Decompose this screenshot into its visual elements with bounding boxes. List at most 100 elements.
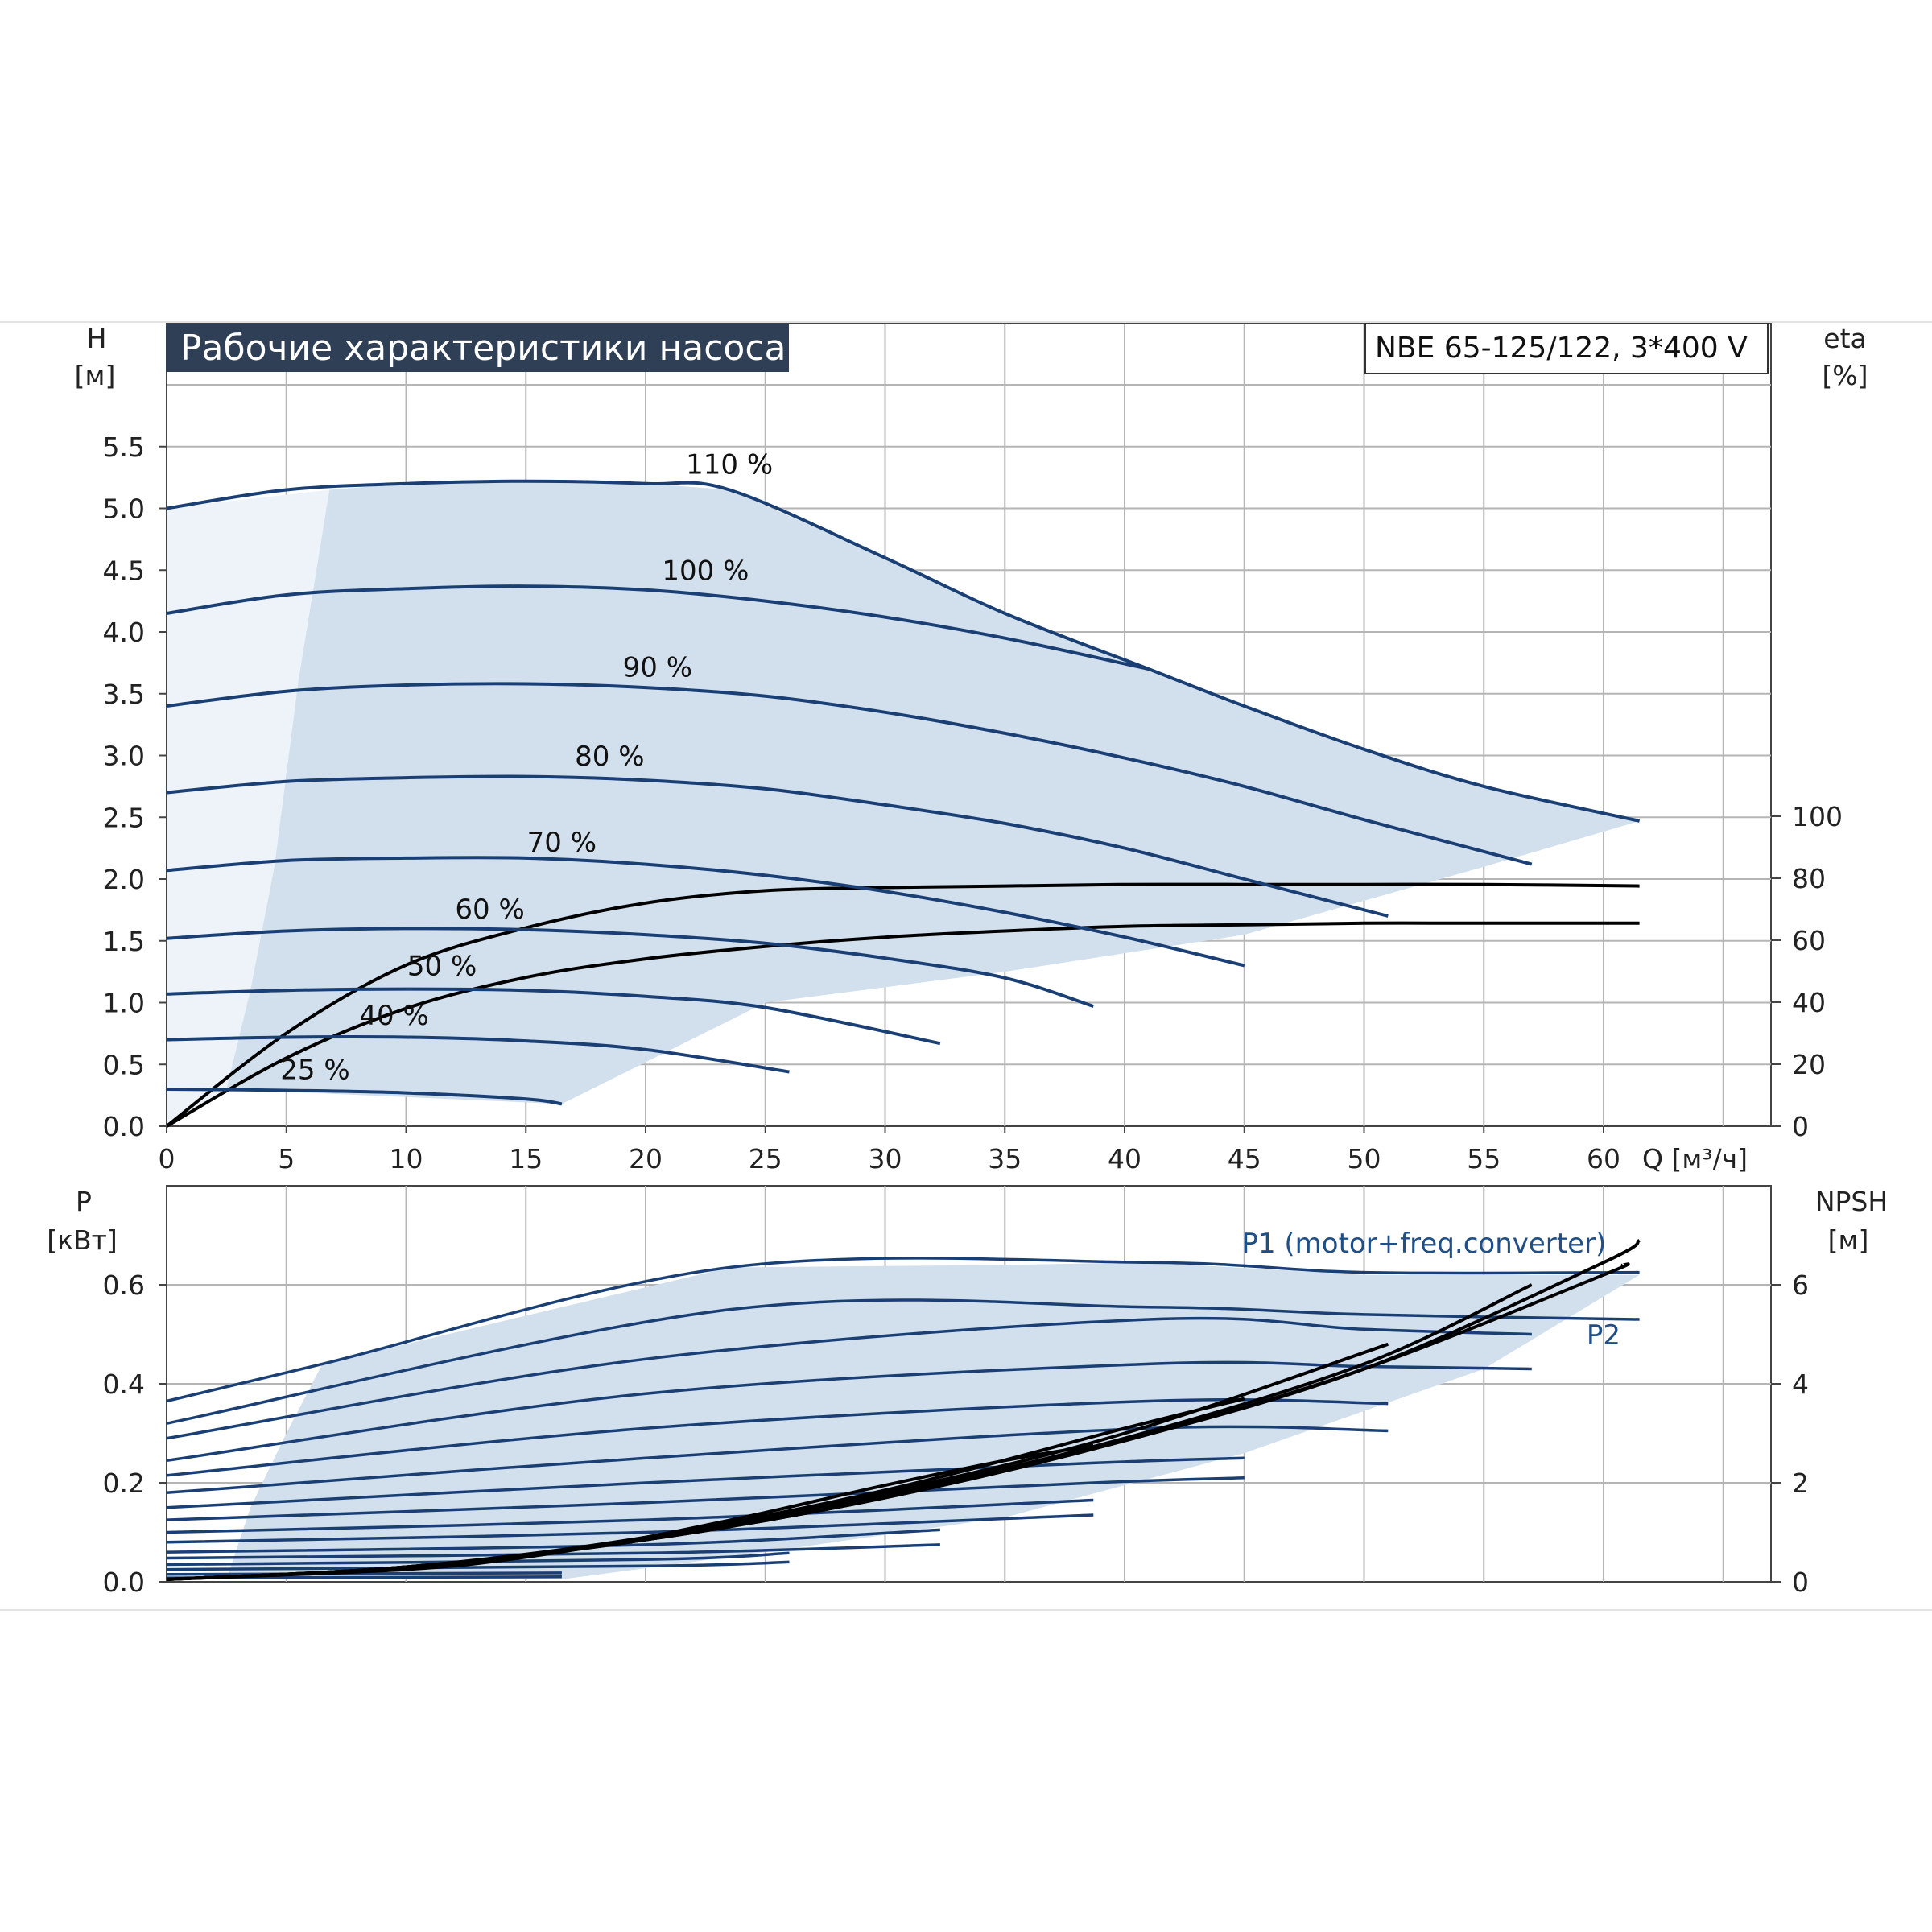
- q-tick-label: 25: [749, 1143, 782, 1174]
- npsh-curve: [166, 1239, 1641, 1581]
- q-tick-label: 20: [629, 1143, 663, 1174]
- h-tick-label: 0.0: [103, 1111, 145, 1142]
- speed-label-80: 80 %: [575, 741, 644, 773]
- q-tick-label: 35: [988, 1143, 1022, 1174]
- power-curve: [166, 1476, 1245, 1521]
- power-curve: [166, 1498, 1094, 1534]
- head-axis-ticks: 0 5 10 15 20 25 30 35 40 45 50 55 60 0.0 0.5 1.0 1.5 2.0 2…: [103, 431, 1843, 1174]
- eta-tick-label: 20: [1792, 1049, 1826, 1080]
- eta-tick-label: 60: [1792, 925, 1826, 956]
- npsh-tick-label: 4: [1792, 1368, 1809, 1400]
- p-tick-label: 0.4: [103, 1368, 145, 1400]
- efficiency-curve-eta_total: [165, 882, 1640, 1128]
- npsh-axis-title: NPSH: [1815, 1186, 1888, 1217]
- p2-label: P2: [1587, 1319, 1620, 1352]
- h-tick-label: 2.5: [103, 802, 145, 833]
- speed-label-100: 100 %: [662, 555, 749, 588]
- eta-tick-label: 0: [1792, 1111, 1809, 1142]
- power-curve: [166, 1257, 1640, 1403]
- h-axis-title: H: [87, 323, 107, 354]
- npsh-tick-label: 0: [1792, 1567, 1809, 1598]
- q-tick-label: 10: [390, 1143, 423, 1174]
- speed-label-50: 50 %: [407, 951, 477, 983]
- power-curve: [166, 1528, 940, 1554]
- eta-axis-unit: [%]: [1822, 360, 1868, 391]
- q-tick-label: 0: [159, 1143, 175, 1174]
- title-box: [166, 324, 789, 372]
- power-curve: [166, 1551, 790, 1567]
- q-tick-label: 40: [1108, 1143, 1141, 1174]
- power-curve: [166, 1425, 1389, 1495]
- p-tick-label: 0.6: [103, 1269, 145, 1301]
- eta-tick-label: 80: [1792, 863, 1826, 894]
- npsh-axis-unit: [м]: [1828, 1224, 1869, 1256]
- npsh-curves: [166, 1239, 1641, 1581]
- power-curve: [166, 1543, 940, 1560]
- h-tick-label: 4.0: [103, 617, 145, 648]
- p-tick-label: 0.2: [103, 1468, 145, 1499]
- h-tick-label: 2.0: [103, 864, 145, 895]
- q-axis-title: Q [м³/ч]: [1642, 1143, 1748, 1174]
- power-curve: [166, 1298, 1640, 1425]
- power-operating-area: [226, 1262, 1640, 1579]
- h-tick-label: 4.5: [103, 555, 145, 586]
- q-tick-label: 30: [869, 1143, 902, 1174]
- q-tick-label: 45: [1228, 1143, 1261, 1174]
- q-tick-label: 55: [1467, 1143, 1501, 1174]
- power-axis-ticks: 0.0 0.2 0.4 0.6 0 2 4 6: [103, 1269, 1809, 1598]
- head-curve-90-percent: [166, 682, 1533, 866]
- power-curve: [166, 1571, 562, 1576]
- head-low-flow-area: [167, 489, 330, 1126]
- speed-label-70: 70 %: [527, 827, 597, 859]
- speed-label-60: 60 %: [455, 894, 524, 926]
- h-tick-label: 3.0: [103, 741, 145, 772]
- chart-title: Рабочие характеристики насоса: [180, 328, 786, 369]
- h-tick-label: 5.5: [103, 431, 145, 463]
- head-curve-110-percent: [166, 479, 1641, 823]
- efficiency-curve-eta_pump: [166, 921, 1640, 1128]
- speed-label-25: 25 %: [280, 1055, 349, 1087]
- q-tick-label: 60: [1587, 1143, 1620, 1174]
- head-curve-80-percent: [166, 774, 1389, 918]
- model-label: NBE 65-125/122, 3*400 V: [1375, 332, 1748, 365]
- eta-axis-title: eta: [1823, 323, 1866, 354]
- head-curve-50-percent: [166, 987, 941, 1046]
- h-tick-label: 1.5: [103, 926, 145, 957]
- head-curve-40-percent: [166, 1035, 790, 1074]
- q-tick-label: 5: [278, 1143, 295, 1174]
- npsh-tick-label: 2: [1792, 1468, 1809, 1499]
- h-axis-unit: [м]: [75, 360, 116, 391]
- h-tick-label: 0.5: [103, 1049, 145, 1080]
- eta-tick-label: 40: [1792, 987, 1826, 1018]
- speed-label-110: 110 %: [686, 449, 773, 481]
- power-curve: [166, 1513, 1094, 1544]
- efficiency-curves: [165, 882, 1640, 1128]
- head-curve-60-percent: [166, 927, 1094, 1009]
- p-axis-title: P: [76, 1186, 92, 1217]
- p-tick-label: 0.0: [103, 1567, 145, 1598]
- speed-label-90: 90 %: [623, 651, 692, 683]
- head-operating-area: [167, 481, 1640, 1126]
- h-tick-label: 1.0: [103, 988, 145, 1019]
- npsh-tick-label: 6: [1792, 1269, 1809, 1301]
- power-curve: [166, 1316, 1532, 1440]
- eta-tick-label: 100: [1792, 801, 1843, 832]
- power-operating-envelope: [226, 1262, 1640, 1579]
- power-curve: [166, 1560, 790, 1571]
- p1-label: P1 (motor+freq.converter): [1241, 1228, 1606, 1260]
- speed-label-40: 40 %: [359, 1000, 428, 1032]
- h-tick-label: 5.0: [103, 493, 145, 525]
- model-box: [1364, 323, 1769, 374]
- head-curve-25-percent: [166, 1088, 563, 1106]
- power-curves: [166, 1257, 1640, 1579]
- p-axis-unit: [кВт]: [47, 1224, 118, 1256]
- head-curves: [166, 479, 1641, 1106]
- speed-labels: 110 % 100 % 90 % 80 % 70 % 60 % 50 % 40 % 25 %: [280, 449, 773, 1087]
- head-curve-70-percent: [166, 856, 1245, 968]
- h-tick-label: 3.5: [103, 679, 145, 710]
- q-tick-label: 50: [1348, 1143, 1381, 1174]
- power-curve: [166, 1456, 1245, 1509]
- head-operating-envelope: [226, 481, 1640, 1104]
